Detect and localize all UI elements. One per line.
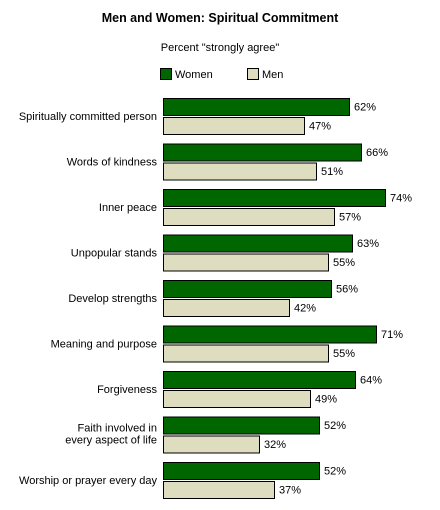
data-label-men: 51% <box>321 166 343 178</box>
bar-women <box>163 371 356 389</box>
bar-women <box>163 98 350 116</box>
chart-title: Men and Women: Spiritual Commitment <box>101 11 339 25</box>
bar-women <box>163 280 332 298</box>
chart-subtitle: Percent "strongly agree" <box>160 42 280 54</box>
data-label-men: 37% <box>279 485 301 497</box>
data-label-women: 56% <box>336 284 358 296</box>
data-label-men: 57% <box>339 212 361 224</box>
data-label-women: 74% <box>390 193 412 205</box>
category-label-line: every aspect of life <box>65 435 157 447</box>
category-label: Words of kindness <box>67 157 158 169</box>
legend-item-men: Men <box>247 68 283 81</box>
bar-women <box>163 462 320 480</box>
bar-men <box>163 117 305 135</box>
data-label-men: 47% <box>309 121 331 133</box>
data-label-women: 66% <box>366 147 388 159</box>
category-label: Develop strengths <box>68 293 157 305</box>
bar-women <box>163 234 353 253</box>
data-label-women: 71% <box>381 329 403 341</box>
category-label: Spiritually committed person <box>19 111 157 123</box>
bar-women <box>163 325 377 344</box>
category-label: Forgiveness <box>97 384 157 396</box>
data-label-women: 62% <box>354 102 376 114</box>
category-label: Worship or prayer every day <box>19 475 157 487</box>
data-label-women: 52% <box>324 420 346 432</box>
bar-men <box>163 253 329 272</box>
bar-men <box>163 390 311 408</box>
bar-women <box>163 416 320 435</box>
category-label: Meaning and purpose <box>51 339 157 351</box>
bar-men <box>163 435 260 454</box>
legend-swatch-men <box>247 68 259 80</box>
bar-men <box>163 208 335 226</box>
category-label: Inner peace <box>99 202 157 214</box>
legend-label-men: Men <box>262 69 284 81</box>
legend-item-women: Women <box>160 68 213 81</box>
bar-men <box>163 344 329 363</box>
category-label: Faith involved in every aspect of life <box>65 423 157 447</box>
category-label: Unpopular stands <box>71 248 158 260</box>
bar-men <box>163 162 317 181</box>
data-label-men: 55% <box>333 348 355 360</box>
data-label-men: 55% <box>333 257 355 269</box>
category-label-line: Faith involved in <box>78 423 158 435</box>
bar-women <box>163 189 386 207</box>
data-label-men: 49% <box>315 394 337 406</box>
legend-label-women: Women <box>175 69 213 81</box>
data-label-women: 52% <box>324 466 346 478</box>
bar-men <box>163 299 290 317</box>
bar-women <box>163 143 362 162</box>
data-label-men: 42% <box>294 303 316 315</box>
bar-men <box>163 481 275 499</box>
legend-swatch-women <box>160 68 172 80</box>
data-label-women: 64% <box>360 375 382 387</box>
data-label-men: 32% <box>264 439 286 451</box>
data-label-women: 63% <box>357 238 379 250</box>
